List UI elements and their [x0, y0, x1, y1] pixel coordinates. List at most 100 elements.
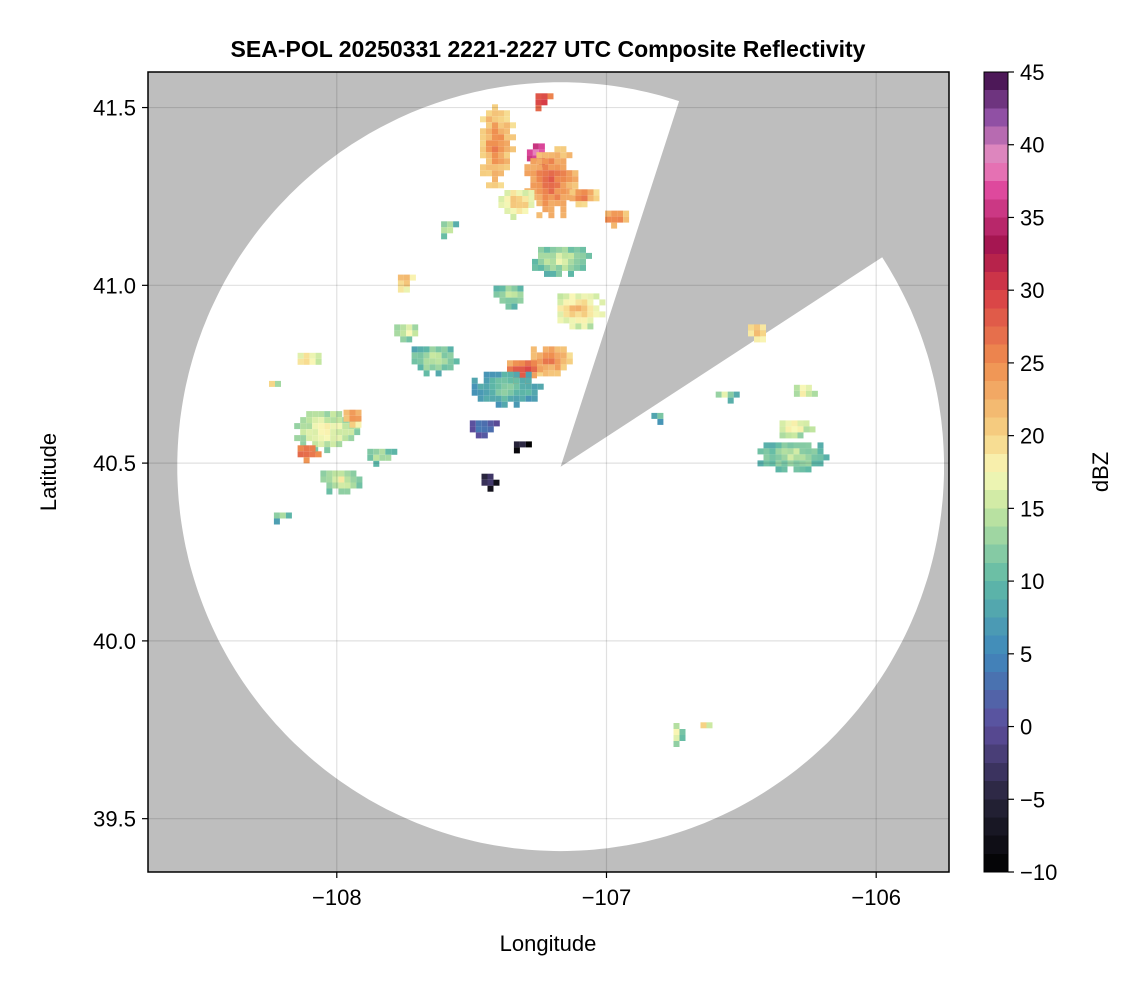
echo-cell: [412, 330, 419, 337]
echo-cell: [525, 366, 531, 373]
echo-cell: [554, 176, 561, 183]
echo-cell: [793, 390, 800, 397]
echo-cell: [312, 417, 319, 424]
echo-cell: [556, 264, 562, 271]
chart-title: SEA-POL 20250331 2221-2227 UTC Composite…: [231, 36, 866, 62]
echo-cell: [516, 202, 523, 208]
echo-cell: [318, 429, 325, 436]
echo-cell: [536, 212, 543, 219]
echo-cell: [516, 208, 523, 214]
echo-cell: [785, 432, 792, 439]
echo-cell: [469, 420, 476, 427]
echo-cell: [557, 293, 564, 300]
echo-cell: [453, 221, 460, 228]
echo-cell: [531, 395, 538, 402]
echo-cell: [498, 158, 504, 165]
echo-cell: [487, 485, 494, 492]
echo-cell: [394, 330, 401, 337]
echo-cell: [429, 352, 436, 359]
echo-cell: [548, 352, 555, 359]
echo-cell: [350, 470, 357, 477]
echo-cell: [525, 395, 532, 402]
echo-cell: [760, 336, 766, 343]
echo-cell: [507, 360, 513, 367]
echo-cell: [535, 99, 542, 106]
echo-cell: [763, 448, 770, 455]
echo-cell: [569, 299, 576, 306]
echo-region: [605, 210, 630, 229]
echo-cell: [554, 358, 561, 365]
echo-region: [535, 93, 554, 112]
echo-cell: [344, 470, 351, 477]
colorbar-tick-label: 45: [1020, 60, 1044, 85]
echo-cell: [495, 401, 502, 408]
echo-cell: [477, 389, 484, 396]
echo-region: [397, 274, 416, 293]
echo-cell: [492, 158, 498, 165]
echo-cell: [513, 401, 520, 408]
echo-cell: [560, 212, 567, 219]
echo-cell: [563, 317, 570, 324]
echo-cell: [495, 383, 502, 390]
echo-cell: [504, 202, 511, 208]
echo-cell: [403, 286, 410, 293]
echo-cell: [306, 435, 313, 442]
echo-cell: [409, 274, 416, 281]
echo-cell: [575, 201, 582, 208]
echo-cell: [326, 488, 333, 495]
echo-cell: [554, 352, 561, 359]
echo-cell: [385, 454, 392, 461]
echo-cell: [447, 227, 454, 234]
echo-cell: [799, 460, 806, 467]
echo-cell: [775, 460, 782, 467]
echo-cell: [769, 454, 776, 461]
echo-cell: [373, 448, 380, 455]
echo-cell: [787, 442, 794, 449]
echo-cell: [332, 482, 339, 489]
echo-cell: [799, 466, 806, 473]
echo-cell: [581, 323, 588, 330]
echo-cell: [519, 372, 525, 379]
colorbar-ticks: −10 −5 0 5 10 15 20 25 30 35 40 45: [1008, 60, 1057, 885]
echo-region: [343, 409, 362, 428]
echo-cell: [324, 411, 331, 418]
echo-cell: [569, 305, 576, 312]
echo-cell: [505, 297, 512, 304]
echo-cell: [805, 454, 812, 461]
echo-cell: [477, 383, 484, 390]
echo-region: [471, 371, 544, 408]
echo-cell: [580, 246, 586, 253]
echo-cell: [492, 146, 498, 153]
echo-cell: [536, 158, 543, 165]
echo-cell: [423, 358, 430, 365]
echo-cell: [275, 380, 281, 387]
echo-cell: [499, 285, 506, 292]
echo-cell: [519, 377, 526, 384]
echo-cell: [581, 317, 588, 324]
echo-cell: [791, 420, 798, 427]
echo-cell: [554, 164, 561, 171]
echo-cell: [379, 448, 386, 455]
echo-cell: [315, 451, 322, 458]
echo-cell: [760, 324, 766, 331]
echo-cell: [300, 429, 307, 436]
echo-cell: [568, 258, 574, 265]
echo-cell: [309, 445, 316, 452]
echo-cell: [569, 317, 576, 324]
echo-cell: [793, 460, 800, 467]
y-tick-label: 40.5: [93, 451, 136, 476]
echo-cell: [538, 246, 544, 253]
echo-cell: [560, 206, 567, 213]
echo-cell: [397, 274, 404, 281]
echo-cell: [605, 210, 612, 217]
echo-cell: [312, 441, 319, 448]
echo-cell: [562, 252, 568, 259]
echo-cell: [799, 442, 806, 449]
echo-cell: [306, 423, 313, 430]
echo-cell: [511, 285, 518, 292]
echo-cell: [373, 460, 380, 467]
echo-cell: [343, 415, 350, 422]
echo-cell: [530, 164, 537, 171]
echo-cell: [397, 280, 404, 287]
echo-cell: [330, 435, 337, 442]
